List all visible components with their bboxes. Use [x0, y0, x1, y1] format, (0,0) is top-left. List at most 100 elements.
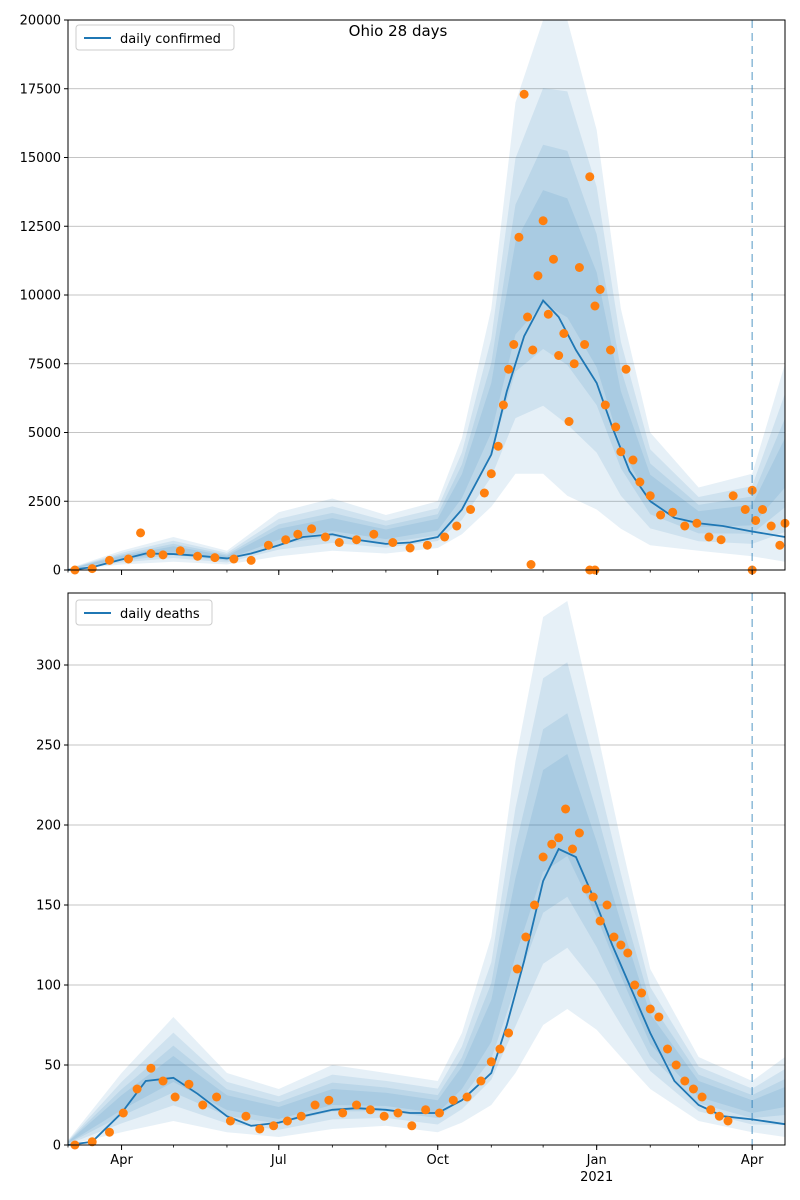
data-point — [158, 1076, 168, 1086]
data-point — [595, 285, 605, 294]
data-point — [630, 980, 640, 990]
data-point — [493, 441, 503, 451]
data-point — [440, 532, 450, 542]
data-point — [104, 1127, 114, 1137]
data-point — [567, 844, 577, 854]
data-point — [282, 1116, 292, 1126]
data-point — [543, 309, 553, 319]
data-point — [462, 1092, 472, 1102]
data-point — [486, 469, 496, 479]
data-point — [352, 535, 362, 545]
data-point — [668, 507, 678, 517]
year-label: 2021 — [580, 1170, 613, 1185]
data-point — [637, 988, 647, 998]
data-point — [680, 1076, 690, 1086]
ytick-label: 200 — [36, 819, 61, 834]
deaths-yticks: 0 50 100 150 200 250 300 — [36, 659, 68, 1154]
xtick-label: Jan — [586, 1153, 607, 1168]
data-point — [688, 1084, 698, 1094]
data-point — [569, 359, 579, 369]
data-point — [574, 828, 584, 838]
data-point — [246, 555, 256, 565]
data-point — [564, 417, 574, 426]
data-point — [479, 488, 489, 498]
data-point — [369, 529, 379, 539]
data-point — [229, 554, 239, 564]
data-point — [293, 529, 303, 539]
data-point — [498, 400, 508, 410]
deaths-xticks: Apr Jul Oct Jan Apr — [67, 1145, 764, 1168]
xtick-label: Apr — [110, 1153, 133, 1168]
data-point — [526, 560, 536, 569]
ytick-label: 150 — [36, 899, 61, 914]
data-point — [580, 340, 590, 349]
data-point — [434, 1108, 444, 1118]
xtick-label: Apr — [741, 1153, 764, 1168]
data-point — [514, 232, 524, 242]
data-point — [324, 1095, 334, 1105]
data-point — [509, 340, 519, 349]
data-point — [486, 1057, 496, 1067]
data-point — [714, 1111, 724, 1121]
data-point — [602, 900, 612, 910]
data-point — [523, 312, 533, 322]
data-point — [448, 1095, 458, 1105]
data-point — [212, 1092, 222, 1102]
ytick-label: 7500 — [28, 357, 61, 372]
confirmed-legend: daily confirmed — [75, 24, 235, 51]
data-point — [529, 900, 539, 910]
confirmed-yticks: 0 2500 5000 7500 10000 12500 15000 17500 20000 — [20, 14, 68, 579]
data-point — [352, 1100, 362, 1110]
uncertainty-band-2 — [68, 713, 785, 1144]
data-point — [663, 1044, 673, 1054]
data-point — [628, 455, 638, 465]
data-point — [87, 1137, 97, 1147]
data-point — [296, 1111, 306, 1121]
ytick-label: 250 — [36, 739, 61, 754]
data-point — [104, 555, 114, 565]
data-point — [225, 1116, 235, 1126]
deaths-legend-box — [75, 599, 213, 626]
deaths-line — [67, 847, 786, 1146]
data-point — [504, 364, 514, 374]
data-point — [740, 505, 750, 514]
data-point — [554, 351, 564, 360]
data-point — [680, 521, 690, 531]
ytick-label: 100 — [36, 979, 61, 994]
deaths-bands — [68, 601, 785, 1145]
data-point — [538, 852, 548, 862]
data-point — [521, 932, 531, 942]
data-point — [281, 535, 291, 545]
data-point — [388, 538, 398, 547]
data-point — [269, 1121, 279, 1131]
uncertainty-band-1 — [68, 88, 785, 570]
data-point — [241, 1111, 251, 1121]
data-point — [338, 1108, 348, 1118]
data-point — [623, 948, 633, 958]
data-point — [616, 447, 626, 457]
data-point — [466, 505, 476, 514]
data-point — [554, 833, 564, 843]
data-point — [255, 1124, 265, 1134]
data-point — [706, 1105, 716, 1115]
data-point — [495, 1044, 505, 1054]
data-point — [118, 1108, 128, 1118]
data-point — [310, 1100, 320, 1110]
data-point — [132, 1084, 142, 1094]
data-point — [751, 516, 761, 525]
data-point — [263, 540, 273, 550]
data-point — [561, 804, 571, 814]
deaths-legend-label: daily deaths — [120, 607, 200, 622]
data-point — [547, 839, 557, 849]
deaths-plot-frame — [67, 592, 786, 1146]
data-point — [609, 932, 619, 942]
data-point — [671, 1060, 681, 1070]
data-point — [123, 554, 133, 564]
ytick-label: 0 — [53, 1139, 61, 1154]
data-point — [320, 532, 330, 542]
confirmed-legend-label: daily confirmed — [120, 32, 221, 47]
ytick-label: 300 — [36, 659, 61, 674]
data-point — [635, 477, 645, 487]
ytick-label: 20000 — [20, 14, 61, 29]
